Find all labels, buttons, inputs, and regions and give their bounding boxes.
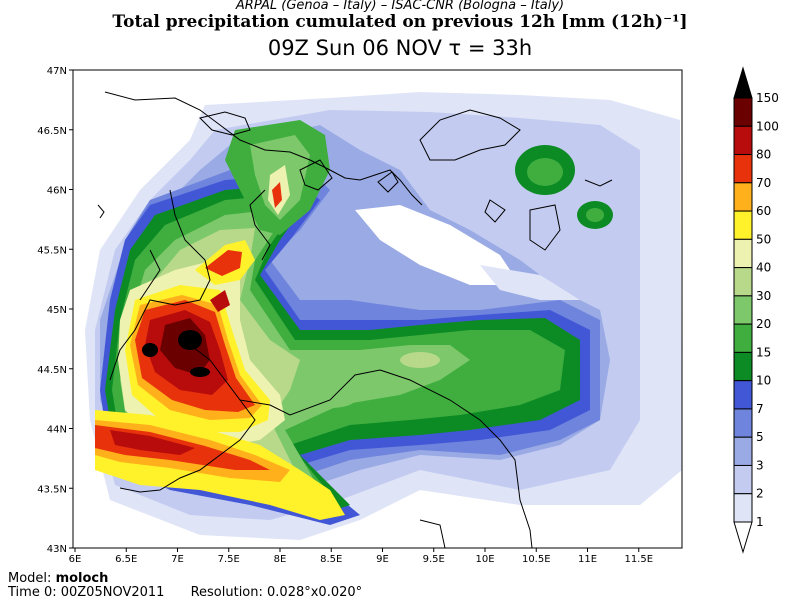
lat-tick-label: 45.5N [37, 245, 67, 256]
colorbar-label: 70 [756, 176, 771, 190]
model-line: Model: moloch [8, 571, 108, 586]
lat-tick-label: 44N [47, 425, 67, 436]
lon-tick-label: 9.5E [423, 554, 445, 565]
time0-text: Time 0: 00Z05NOV2011 [8, 585, 165, 600]
model-label: Model: [8, 571, 52, 586]
map-subtitle: ARPAL (Genoa – Italy) – ISAC-CNR (Bologn… [235, 0, 565, 13]
valid-time: 09Z Sun 06 NOV τ = 33h [267, 36, 533, 60]
lon-tick-label: 10.5E [522, 554, 551, 565]
colorbar-box [733, 182, 753, 212]
colorbar-box [733, 210, 753, 240]
colorbar-label: 10 [756, 374, 771, 388]
colorbar-box [733, 380, 753, 410]
coastline-layer [97, 91, 613, 548]
colorbar-max-triangle [733, 66, 753, 99]
model-name: moloch [55, 571, 109, 586]
map-title: Total precipitation cumulated on previou… [112, 12, 688, 32]
colorbar-box [733, 154, 753, 184]
colorbar-label: 150 [756, 91, 779, 105]
colorbar-box [733, 238, 753, 269]
colorbar-box [733, 464, 753, 495]
lon-tick-label: 11E [578, 554, 597, 565]
init-time-line: Time 0: 00Z05NOV2011 Resolution: 0.028°x… [8, 585, 362, 600]
precipitation-field [73, 70, 682, 548]
colorbar-box [733, 267, 753, 297]
lat-tick-label: 46N [47, 186, 67, 197]
lat-tick-label: 43.5N [37, 484, 67, 495]
colorbar-label: 60 [756, 204, 771, 218]
colorbar-label: 50 [756, 232, 771, 246]
lat-tick-label: 43N [47, 544, 67, 555]
lon-tick-label: 6E [69, 554, 82, 565]
colorbar-label: 80 [756, 148, 771, 162]
colorbar-box [733, 97, 753, 127]
colorbar-box [733, 493, 753, 523]
colorbar-box [733, 125, 753, 156]
colorbar-box [733, 295, 753, 325]
colorbar-label: 30 [756, 289, 771, 303]
lon-tick-label: 7E [171, 554, 184, 565]
colorbar-label: 40 [756, 261, 771, 275]
colorbar-box [733, 436, 753, 466]
colorbar-label: 20 [756, 317, 771, 331]
colorbar: 1 2 3 5 7 10 15 20 30 40 50 60 70 80 100 150 [733, 66, 779, 554]
colorbar-label: 1 [756, 515, 764, 529]
lon-tick-label: 7.5E [218, 554, 240, 565]
lat-tick-label: 45N [47, 305, 67, 316]
colorbar-label: 15 [756, 345, 771, 359]
colorbar-box [733, 351, 753, 382]
colorbar-box [733, 408, 753, 438]
colorbar-label: 100 [756, 119, 779, 133]
colorbar-label: 5 [756, 430, 764, 444]
lon-tick-label: 11.5E [624, 554, 653, 565]
latitude-axis: 47N 46.5N 46N 45.5N 45N 44.5N 44N 43.5N 43N [37, 66, 73, 555]
lat-tick-label: 46.5N [37, 126, 67, 137]
colorbar-box [733, 323, 753, 353]
colorbar-label: 3 [756, 458, 764, 472]
colorbar-label: 2 [756, 487, 764, 501]
lon-tick-label: 8.5E [320, 554, 342, 565]
lon-tick-label: 6.5E [115, 554, 137, 565]
lon-tick-label: 10E [475, 554, 494, 565]
lat-tick-label: 44.5N [37, 365, 67, 376]
lon-tick-label: 8E [274, 554, 287, 565]
colorbar-label: 7 [756, 402, 764, 416]
lon-tick-label: 9E [376, 554, 389, 565]
lat-tick-label: 47N [47, 66, 67, 77]
colorbar-min-triangle [733, 521, 753, 554]
resolution-text: Resolution: 0.028°x0.020° [190, 585, 363, 600]
longitude-axis: 6E 6.5E 7E 7.5E 8E 8.5E 9E 9.5E 10E 10.5E 11E 11.5E [69, 548, 653, 565]
